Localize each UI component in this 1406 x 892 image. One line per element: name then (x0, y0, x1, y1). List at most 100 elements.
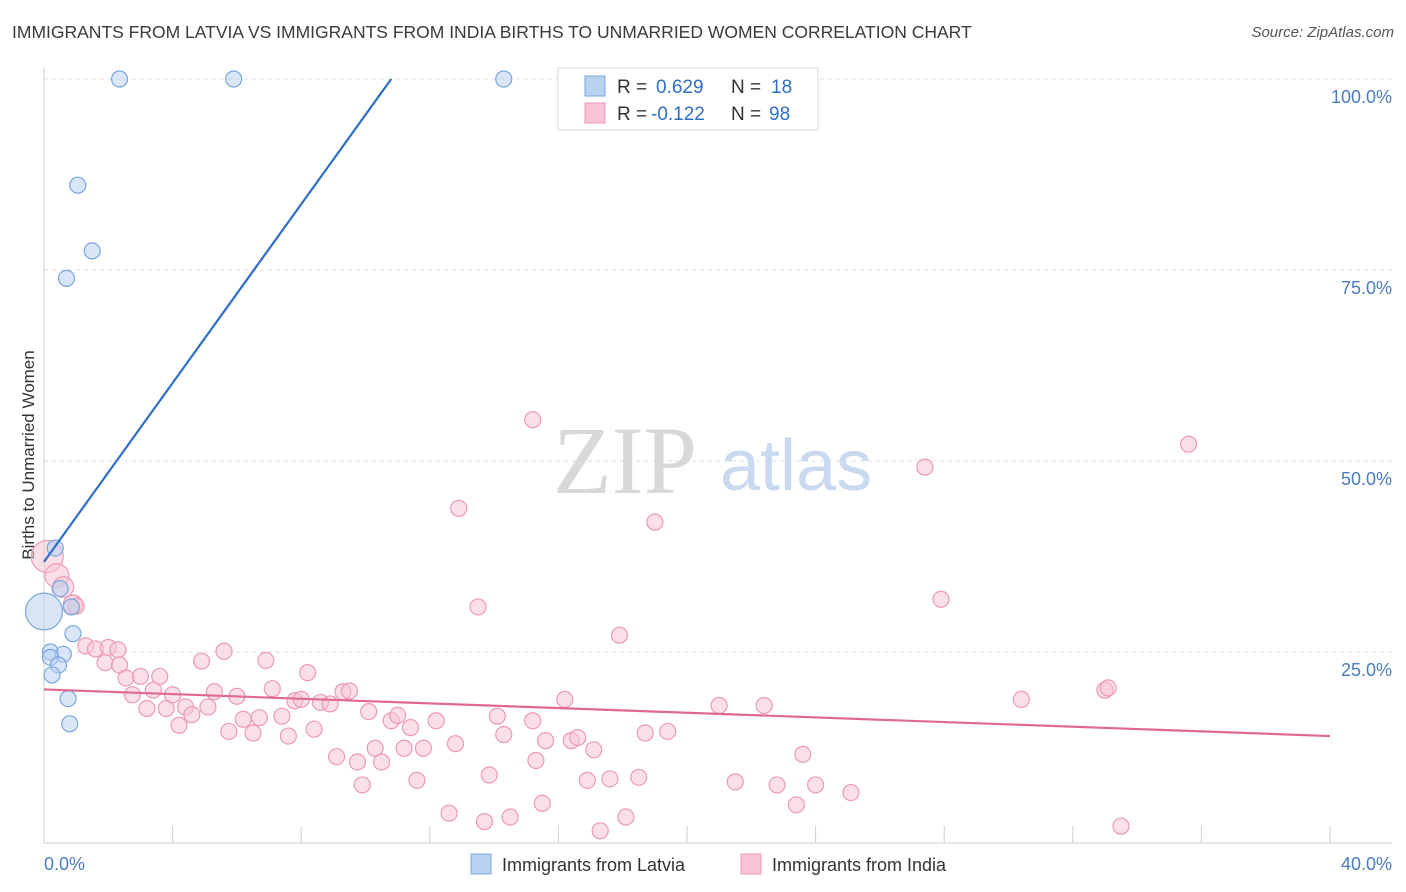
india-point-23 (199, 698, 217, 716)
india-point-30 (250, 709, 269, 727)
india-point-85 (755, 696, 773, 715)
latvia-point-10 (64, 625, 82, 643)
latvia-points (25, 70, 513, 733)
bottom-legend-label-latvia: Immigrants from Latvia (502, 855, 686, 875)
india-point-93 (1012, 690, 1030, 708)
latvia-point-9 (25, 592, 63, 631)
india-point-67 (527, 751, 545, 770)
india-point-65 (524, 712, 542, 730)
india-point-55 (427, 712, 445, 730)
india-point-78 (617, 808, 635, 826)
india-point-73 (578, 771, 596, 789)
x-tick-label-1: 40.0% (1341, 854, 1392, 874)
india-point-29 (244, 724, 262, 742)
india-point-74 (585, 741, 603, 759)
y-tick-label-1: 50.0% (1341, 469, 1392, 489)
india-point-17 (157, 699, 175, 718)
axes (43, 68, 1392, 844)
india-point-76 (601, 770, 619, 788)
latvia-point-15 (43, 666, 61, 684)
legend-india-n-label: N = (731, 104, 761, 125)
india-point-86 (768, 776, 786, 794)
india-point-80 (636, 724, 654, 742)
india-point-34 (279, 727, 297, 745)
india-point-66 (524, 411, 542, 429)
india-point-47 (366, 739, 384, 757)
india-points (30, 411, 1198, 840)
india-point-72 (569, 728, 587, 747)
india-point-77 (610, 626, 629, 644)
india-point-37 (299, 664, 317, 682)
india-point-90 (842, 783, 860, 802)
legend-india-r-value: -0.122 (651, 104, 705, 125)
india-point-97 (1179, 435, 1198, 453)
india-point-24 (205, 683, 223, 701)
india-point-69 (536, 732, 555, 750)
india-point-48 (372, 753, 391, 771)
bottom-legend-label-india: Immigrants from India (772, 855, 947, 875)
latvia-point-3 (69, 176, 87, 194)
india-point-13 (131, 667, 150, 686)
india-point-31 (257, 651, 275, 670)
india-point-46 (360, 702, 378, 721)
india-point-44 (348, 753, 367, 771)
x-tick-label-0: 0.0% (44, 854, 85, 874)
india-point-64 (501, 808, 519, 826)
latvia-point-17 (61, 715, 79, 733)
x-tick-labels: 0.0% 40.0% (44, 854, 1392, 874)
india-point-14 (138, 699, 156, 718)
india-point-79 (630, 768, 648, 786)
india-point-12 (123, 686, 142, 704)
latvia-point-8 (62, 598, 80, 616)
bottom-legend-swatch-latvia (470, 853, 492, 875)
watermark-atlas: atlas (720, 426, 872, 506)
legend-india-n-value: 98 (769, 104, 790, 125)
legend-latvia-n-value: 18 (771, 77, 792, 98)
india-point-57 (446, 735, 465, 753)
india-point-21 (183, 706, 201, 724)
india-point-9 (109, 641, 127, 659)
india-point-75 (591, 822, 609, 840)
source-credit: Source: ZipAtlas.com (1251, 24, 1394, 41)
india-point-22 (192, 652, 211, 670)
legend-latvia-n-label: N = (731, 77, 761, 98)
legend-india-r-label: R = (617, 104, 647, 125)
india-point-70 (556, 690, 574, 708)
india-point-92 (932, 590, 950, 608)
y-tick-label-2: 75.0% (1341, 278, 1392, 298)
india-point-84 (726, 773, 744, 791)
legend-latvia-r-label: R = (617, 77, 647, 98)
latvia-trend-line (43, 78, 393, 563)
trend-lines (43, 78, 1331, 738)
india-point-62 (488, 707, 506, 725)
india-point-61 (480, 766, 498, 784)
latvia-point-16 (59, 690, 77, 708)
latvia-point-2 (495, 70, 513, 88)
india-point-26 (220, 722, 238, 741)
india-point-88 (794, 745, 812, 763)
grid-lines (44, 78, 1392, 653)
india-point-51 (395, 739, 413, 757)
india-point-81 (646, 513, 664, 531)
legend: R = 0.629 N = 18 R = -0.122 N = 98 (557, 67, 819, 131)
latvia-point-5 (57, 269, 76, 288)
india-point-91 (916, 458, 934, 476)
india-point-53 (408, 771, 426, 789)
bottom-legend: Immigrants from Latvia Immigrants from I… (470, 853, 947, 875)
latvia-point-0 (110, 70, 129, 88)
india-point-96 (1112, 817, 1130, 835)
india-point-28 (234, 710, 252, 728)
india-point-54 (414, 739, 432, 757)
india-point-82 (659, 722, 677, 741)
latvia-point-1 (225, 70, 243, 88)
chart-title: IMMIGRANTS FROM LATVIA VS IMMIGRANTS FRO… (12, 22, 972, 42)
legend-swatch-india (584, 102, 606, 124)
india-trend-line (43, 688, 1331, 738)
india-point-25 (215, 642, 233, 660)
india-point-52 (401, 719, 420, 737)
watermark-zip: ZIP (553, 407, 697, 514)
india-point-32 (263, 680, 281, 698)
latvia-point-4 (83, 242, 101, 260)
y-tick-label-0: 25.0% (1341, 660, 1392, 680)
